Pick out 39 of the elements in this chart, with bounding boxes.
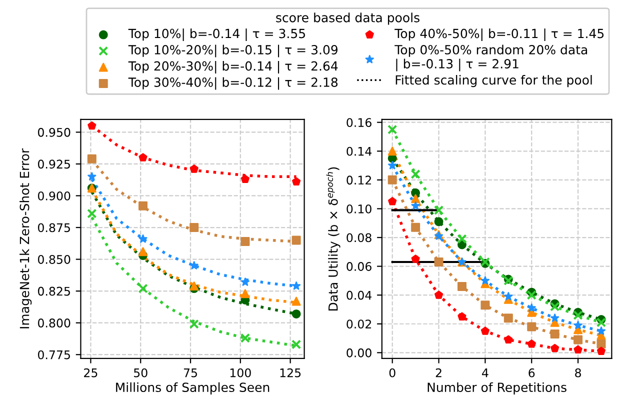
- x-tick-label: 125: [280, 368, 301, 378]
- x-tick-label: 2: [436, 368, 442, 378]
- y-tick-label: 0.02: [346, 320, 372, 329]
- y-tick-label: 0.10: [346, 204, 372, 214]
- x-tick-label: 25: [84, 368, 98, 378]
- legend-label: Top 10%-20%| b=-0.15 | τ = 3.09: [128, 44, 338, 58]
- legend-label: Top 40%-50%| b=-0.11 | τ = 1.45: [394, 28, 604, 41]
- y-tick-label: 0.925: [38, 160, 70, 169]
- legend-label: Top 30%-40%| b=-0.12 | τ = 2.18: [128, 77, 338, 90]
- y-tick-label: 0.14: [346, 146, 372, 156]
- legend-title: score based data pools: [276, 12, 420, 25]
- x-axis-title: Number of Repetitions: [428, 382, 566, 394]
- legend-label: Top 0%-50% random 20% data | b=-0.13 | τ = 2.91: [394, 44, 588, 72]
- legend-label: Top 20%-30%| b=-0.14 | τ = 2.64: [128, 61, 338, 74]
- y-tick-label: 0.00: [346, 348, 372, 358]
- y-tick-label: 0.08: [346, 233, 372, 242]
- y-tick-label: 0.850: [38, 255, 70, 264]
- x-tick-label: 50: [134, 368, 148, 378]
- y-axis-title: ImageNet-1k Zero-Shot Error: [20, 148, 32, 328]
- y-axis-title: Data Utility (b × δ$^{epoch}$): [326, 167, 340, 310]
- y-tick-label: 0.06: [346, 262, 372, 271]
- y-tick-label: 0.825: [38, 286, 70, 296]
- y-tick-label: 0.875: [38, 223, 70, 232]
- y-tick-label: 0.775: [38, 350, 70, 360]
- y-tick-label: 0.12: [346, 176, 372, 185]
- y-tick-label: 0.900: [38, 191, 70, 200]
- x-tick-label: 0: [389, 368, 396, 378]
- y-tick-label: 0.950: [38, 128, 70, 137]
- x-tick-label: 4: [482, 368, 488, 378]
- x-tick-label: 75: [184, 368, 197, 378]
- y-tick-label: 0.800: [38, 318, 70, 328]
- text: Fitted scaling curve for the pool: [396, 75, 592, 88]
- x-tick-label: 6: [528, 368, 535, 378]
- x-tick-label: 8: [575, 368, 581, 378]
- x-axis-title: Millions of Samples Seen: [116, 382, 270, 394]
- legend-label: Top 10%| b=-0.14 | τ = 3.55: [128, 28, 306, 41]
- x-tick-label: 100: [230, 368, 251, 378]
- y-tick-label: 0.16: [346, 118, 372, 128]
- y-tick-label: 0.04: [346, 290, 372, 300]
